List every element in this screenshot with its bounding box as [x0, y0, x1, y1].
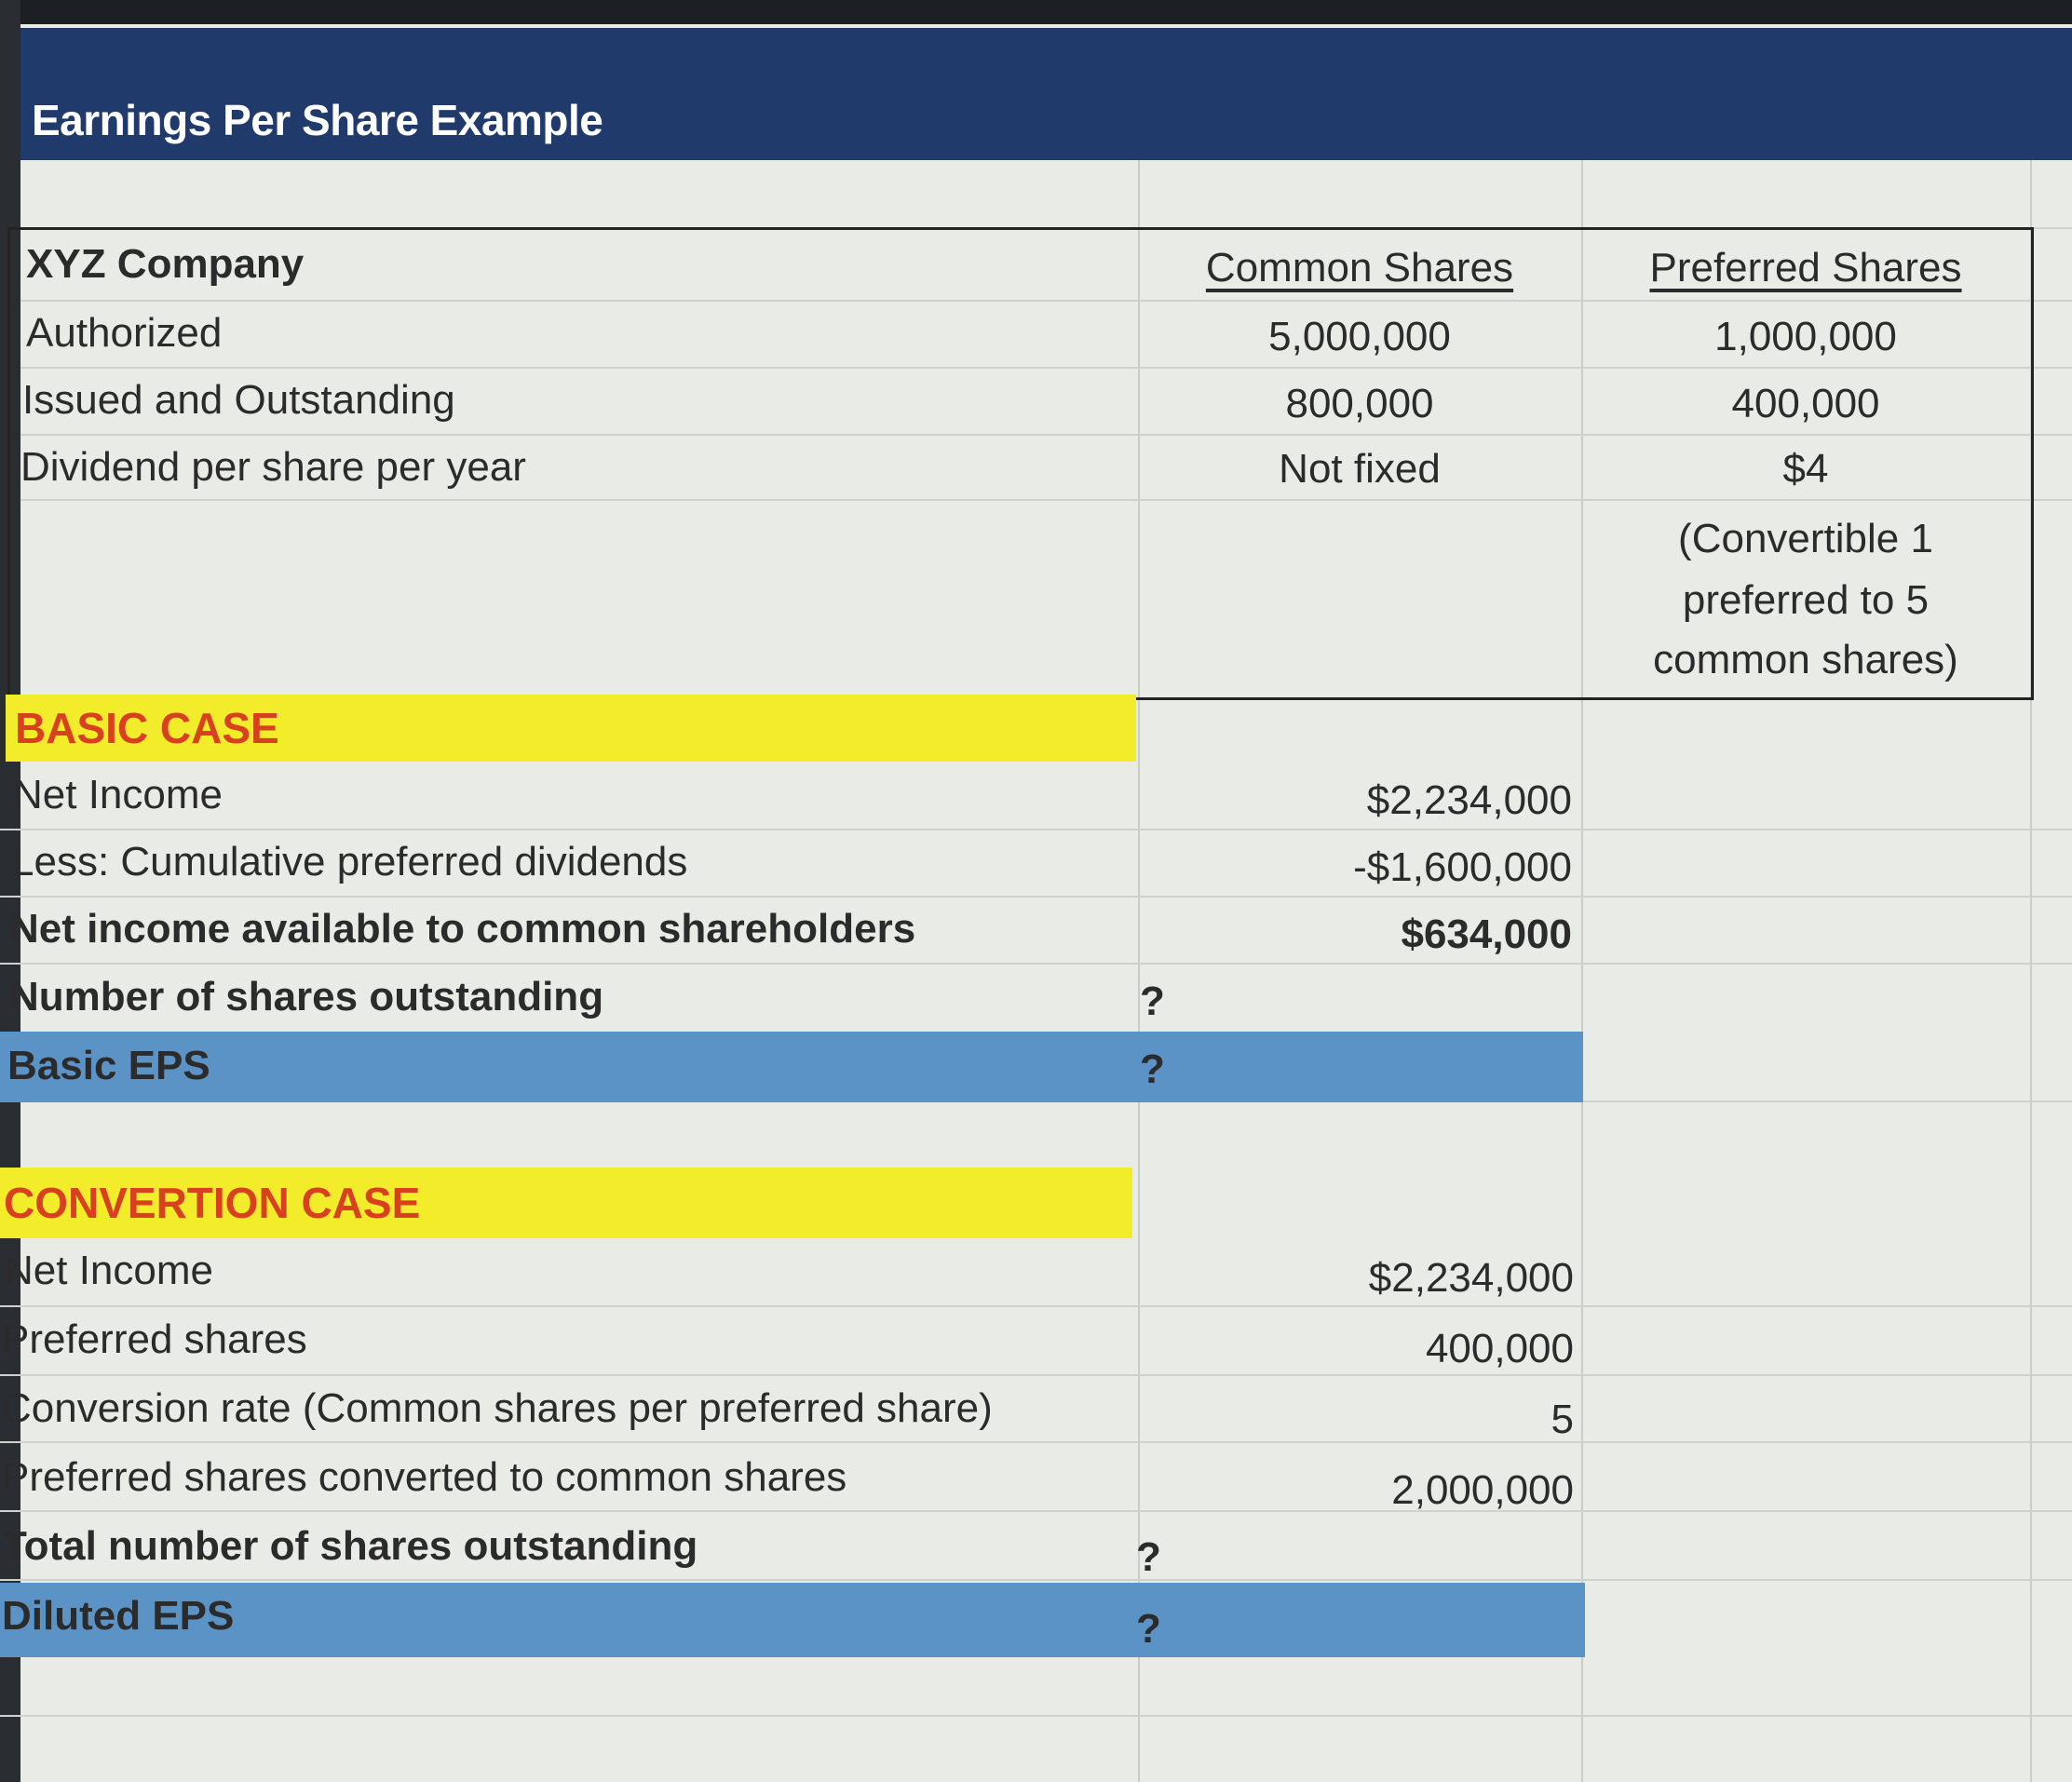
- col-divider-c: [1581, 160, 1583, 1782]
- row-line: [0, 1579, 2072, 1581]
- issued-common[interactable]: 800,000: [1285, 381, 1434, 426]
- conv-conversion-rate-label: Conversion rate (Common shares per prefe…: [2, 1385, 993, 1431]
- basic-preferred-dividends-label: Less: Cumulative preferred dividends: [11, 839, 688, 884]
- conv-preferred-shares-label: Preferred shares: [2, 1316, 307, 1362]
- diluted-eps-row-fill: [0, 1583, 1585, 1657]
- title-banner: Earnings Per Share Example: [20, 28, 2072, 160]
- row-line: [0, 1510, 2072, 1512]
- sheet-title: Earnings Per Share Example: [32, 96, 603, 144]
- row-dividend-label: Dividend per share per year: [20, 444, 526, 490]
- dividend-common[interactable]: Not fixed: [1279, 446, 1441, 492]
- row-line: [20, 434, 2072, 436]
- row-line: [0, 1441, 2072, 1443]
- row-line: [0, 1305, 2072, 1307]
- issued-preferred[interactable]: 400,000: [1731, 381, 1880, 426]
- basic-net-income-available-label: Net income available to common sharehold…: [9, 906, 916, 952]
- basic-net-income-value[interactable]: $2,234,000: [1366, 777, 1572, 823]
- conv-conversion-rate-value[interactable]: 5: [1551, 1397, 1574, 1442]
- basic-case-header-fill: [6, 695, 1136, 762]
- conv-converted-shares-label: Preferred shares converted to common sha…: [2, 1454, 847, 1500]
- diluted-eps-unknown[interactable]: ?: [1136, 1606, 1161, 1652]
- conv-total-shares-unknown[interactable]: ?: [1136, 1534, 1161, 1580]
- diluted-eps-label: Diluted EPS: [2, 1593, 235, 1639]
- basic-case-heading: BASIC CASE: [15, 704, 279, 752]
- row-line: [20, 367, 2072, 369]
- window-top-edge: [0, 0, 2072, 24]
- basic-eps-label: Basic EPS: [7, 1043, 210, 1088]
- conversion-note-line-1: (Convertible 1: [1678, 516, 1933, 561]
- basic-net-income-label: Net Income: [13, 772, 223, 817]
- basic-eps-unknown[interactable]: ?: [1140, 1046, 1165, 1092]
- conv-net-income-value[interactable]: $2,234,000: [1368, 1255, 1574, 1301]
- basic-shares-outstanding-label: Number of shares outstanding: [9, 974, 604, 1019]
- basic-shares-outstanding-unknown[interactable]: ?: [1140, 979, 1165, 1024]
- basic-eps-row-fill: [0, 1032, 1583, 1102]
- conversion-case-header-fill: [0, 1168, 1132, 1238]
- row-line: [0, 896, 2072, 898]
- authorized-preferred[interactable]: 1,000,000: [1714, 314, 1897, 359]
- basic-preferred-dividends-value[interactable]: -$1,600,000: [1353, 844, 1572, 890]
- row-line: [20, 300, 2072, 302]
- conv-preferred-shares-value[interactable]: 400,000: [1425, 1326, 1574, 1371]
- col-divider-d: [2030, 160, 2032, 1782]
- conv-total-shares-label: Total number of shares outstanding: [2, 1523, 698, 1569]
- basic-net-income-available-value[interactable]: $634,000: [1401, 911, 1572, 957]
- row-line: [0, 1715, 2072, 1717]
- conversion-note-line-2: preferred to 5: [1682, 577, 1930, 623]
- row-line: [0, 829, 2072, 830]
- conversion-note-line-3: common shares): [1653, 637, 1958, 682]
- conv-net-income-label: Net Income: [4, 1248, 213, 1293]
- conv-converted-shares-value[interactable]: 2,000,000: [1391, 1467, 1574, 1513]
- row-line: [0, 1374, 2072, 1376]
- company-name: XYZ Company: [26, 241, 305, 287]
- conversion-case-heading: CONVERTION CASE: [4, 1179, 421, 1227]
- authorized-common[interactable]: 5,000,000: [1268, 314, 1451, 359]
- row-line: [20, 499, 2072, 501]
- row-header-edge: [0, 0, 20, 1782]
- dividend-preferred[interactable]: $4: [1782, 446, 1829, 492]
- row-line: [0, 963, 2072, 965]
- row-authorized-label: Authorized: [26, 310, 223, 356]
- row-issued-label: Issued and Outstanding: [22, 377, 455, 423]
- header-preferred-shares: Preferred Shares: [1649, 245, 1962, 290]
- col-divider-b: [1138, 160, 1140, 1782]
- header-common-shares: Common Shares: [1205, 245, 1514, 290]
